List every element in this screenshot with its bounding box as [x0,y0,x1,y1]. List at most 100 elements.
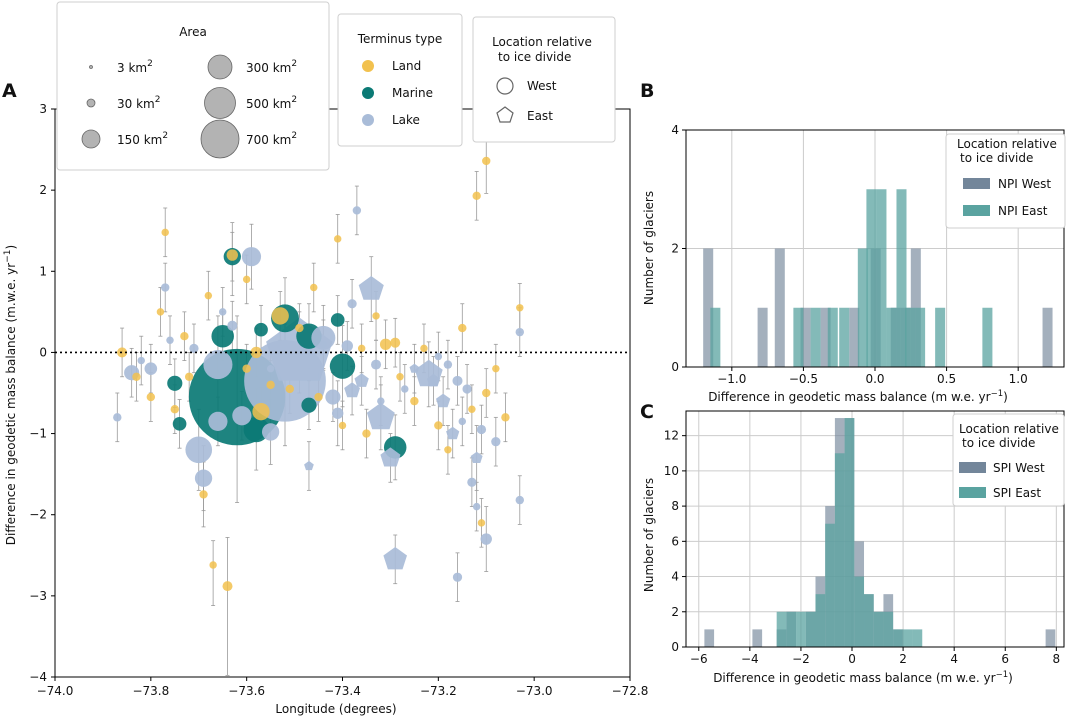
c-xlabel-sup: −1 [996,670,1009,680]
b-tickmarks [682,129,1019,371]
a-point-marine-west [254,322,268,337]
panel-b-yticks: 0 2 4 [671,123,679,374]
legend-area-label-main: 300 km [246,61,291,75]
b-bar-east [896,189,907,367]
legend-terminus-title: Terminus type [357,32,443,46]
panel-a-yticks: −4 −3 −2 −1 0 1 2 3 [29,102,47,684]
legend-location-box [472,16,616,143]
b-xtick-label: −1.0 [717,372,746,386]
c-bar-east [776,611,787,647]
legend-area-marker-icon [207,54,233,80]
a-point-land-west [444,446,452,454]
a-point-lake-east [409,363,420,373]
a-point-lake-west [203,350,233,380]
b-bar-west [774,248,785,367]
c-ytick-label: 10 [664,464,679,478]
b-bar-east [810,307,821,367]
legend-marine-swatch [362,87,374,99]
b-bar-east [866,189,877,367]
legend-area-label-sup: 2 [147,59,153,69]
legend-spi: Location relative to ice divide SPI West… [952,413,1065,507]
b-bar-east [982,307,993,367]
a-point-lake-west [137,356,145,365]
a-point-land-west [396,373,404,381]
a-point-land-west [434,421,443,430]
a-point-lake-east [344,382,360,398]
a-point-land-west [146,392,156,402]
a-point-lake-west [241,247,262,267]
b-bar-east [876,189,887,367]
b-bar-west [820,307,831,367]
legend-lake-label: Lake [392,113,420,127]
a-point-lake-west [218,308,227,316]
a-xaxis-label: Longitude (degrees) [275,702,396,716]
a-point-land-west [285,384,294,394]
c-bar-east [815,594,826,647]
a-point-land-west [117,347,128,358]
legend-spi-title-2: to ice divide [962,436,1035,450]
a-point-lake-west [476,424,487,435]
c-xtick-label: 0 [848,652,856,666]
b-bar-west [800,307,811,367]
b-bar-east [857,248,868,367]
b-xtick-label: −0.5 [789,372,818,386]
a-point-land-west [516,304,524,312]
a-point-land-west [170,405,179,414]
c-bars [704,418,1056,647]
a-point-land-west [468,405,476,413]
legend-area-marker-icon [200,119,240,159]
panel-b-xticks: −1.0 −0.5 0.0 0.5 1.0 [717,372,1027,386]
a-xtick-label: −73.8 [132,684,169,698]
c-ytick-label: 6 [671,534,679,548]
a-ytick-label: 3 [39,102,47,116]
a-point-lake-west [341,340,353,352]
legend-terminus: Terminus type Land Marine Lake [337,13,463,147]
a-point-land-west [161,228,169,237]
c-bar-east [844,418,855,647]
c-bar-east [912,629,923,647]
legend-terminus-box [337,13,463,147]
panel-c-yticks: 0 2 4 6 8 10 12 [664,429,679,654]
legend-area-title: Area [179,25,207,39]
a-yaxis-label: Difference in geodetic mass balance (m.w… [3,245,18,545]
legend-npi-box [945,133,1066,229]
a-point-lake-west [189,343,199,353]
c-bar-east [854,576,865,647]
a-point-land-west [266,380,275,390]
a-xtick-label: −72.8 [612,684,649,698]
c-xtick-label: 4 [950,652,958,666]
a-point-land-west [390,337,401,348]
a-point-lake-east [470,451,483,463]
a-point-land-west [271,307,289,325]
c-bar-west [752,629,763,647]
a-ytick-label: −3 [29,589,47,603]
c-bar-east [883,611,894,647]
a-point-lake-east [366,402,395,430]
a-point-land-west [199,490,208,499]
legend-spi-west-label: SPI West [993,461,1045,475]
a-point-lake-east [358,276,384,300]
a-point-land-west [482,388,491,398]
b-bar-west [703,248,714,367]
b-xlabel-sup: −1 [991,389,1004,399]
legend-spi-east-label: SPI East [993,486,1041,500]
a-point-land-west [372,312,380,320]
legend-area-label: 500 km2 [246,95,297,111]
a-point-land-west [310,283,318,292]
legend-area-label-sup: 2 [162,131,168,141]
a-point-land-west [132,372,141,381]
a-point-lake-west [208,411,228,431]
b-bar-east [839,307,850,367]
a-point-land-west [501,413,510,422]
c-xtick-label: −4 [741,652,759,666]
a-point-marine-west [172,416,187,431]
a-point-land-west [295,323,304,333]
a-point-marine-west [301,397,317,413]
a-ytick-label: 1 [39,264,47,278]
b-bar-east [710,307,721,367]
a-point-lake-west [434,352,443,361]
a-point-lake-west [371,359,382,370]
legend-npi-title-2: to ice divide [960,151,1033,165]
a-point-land-west [477,519,486,527]
